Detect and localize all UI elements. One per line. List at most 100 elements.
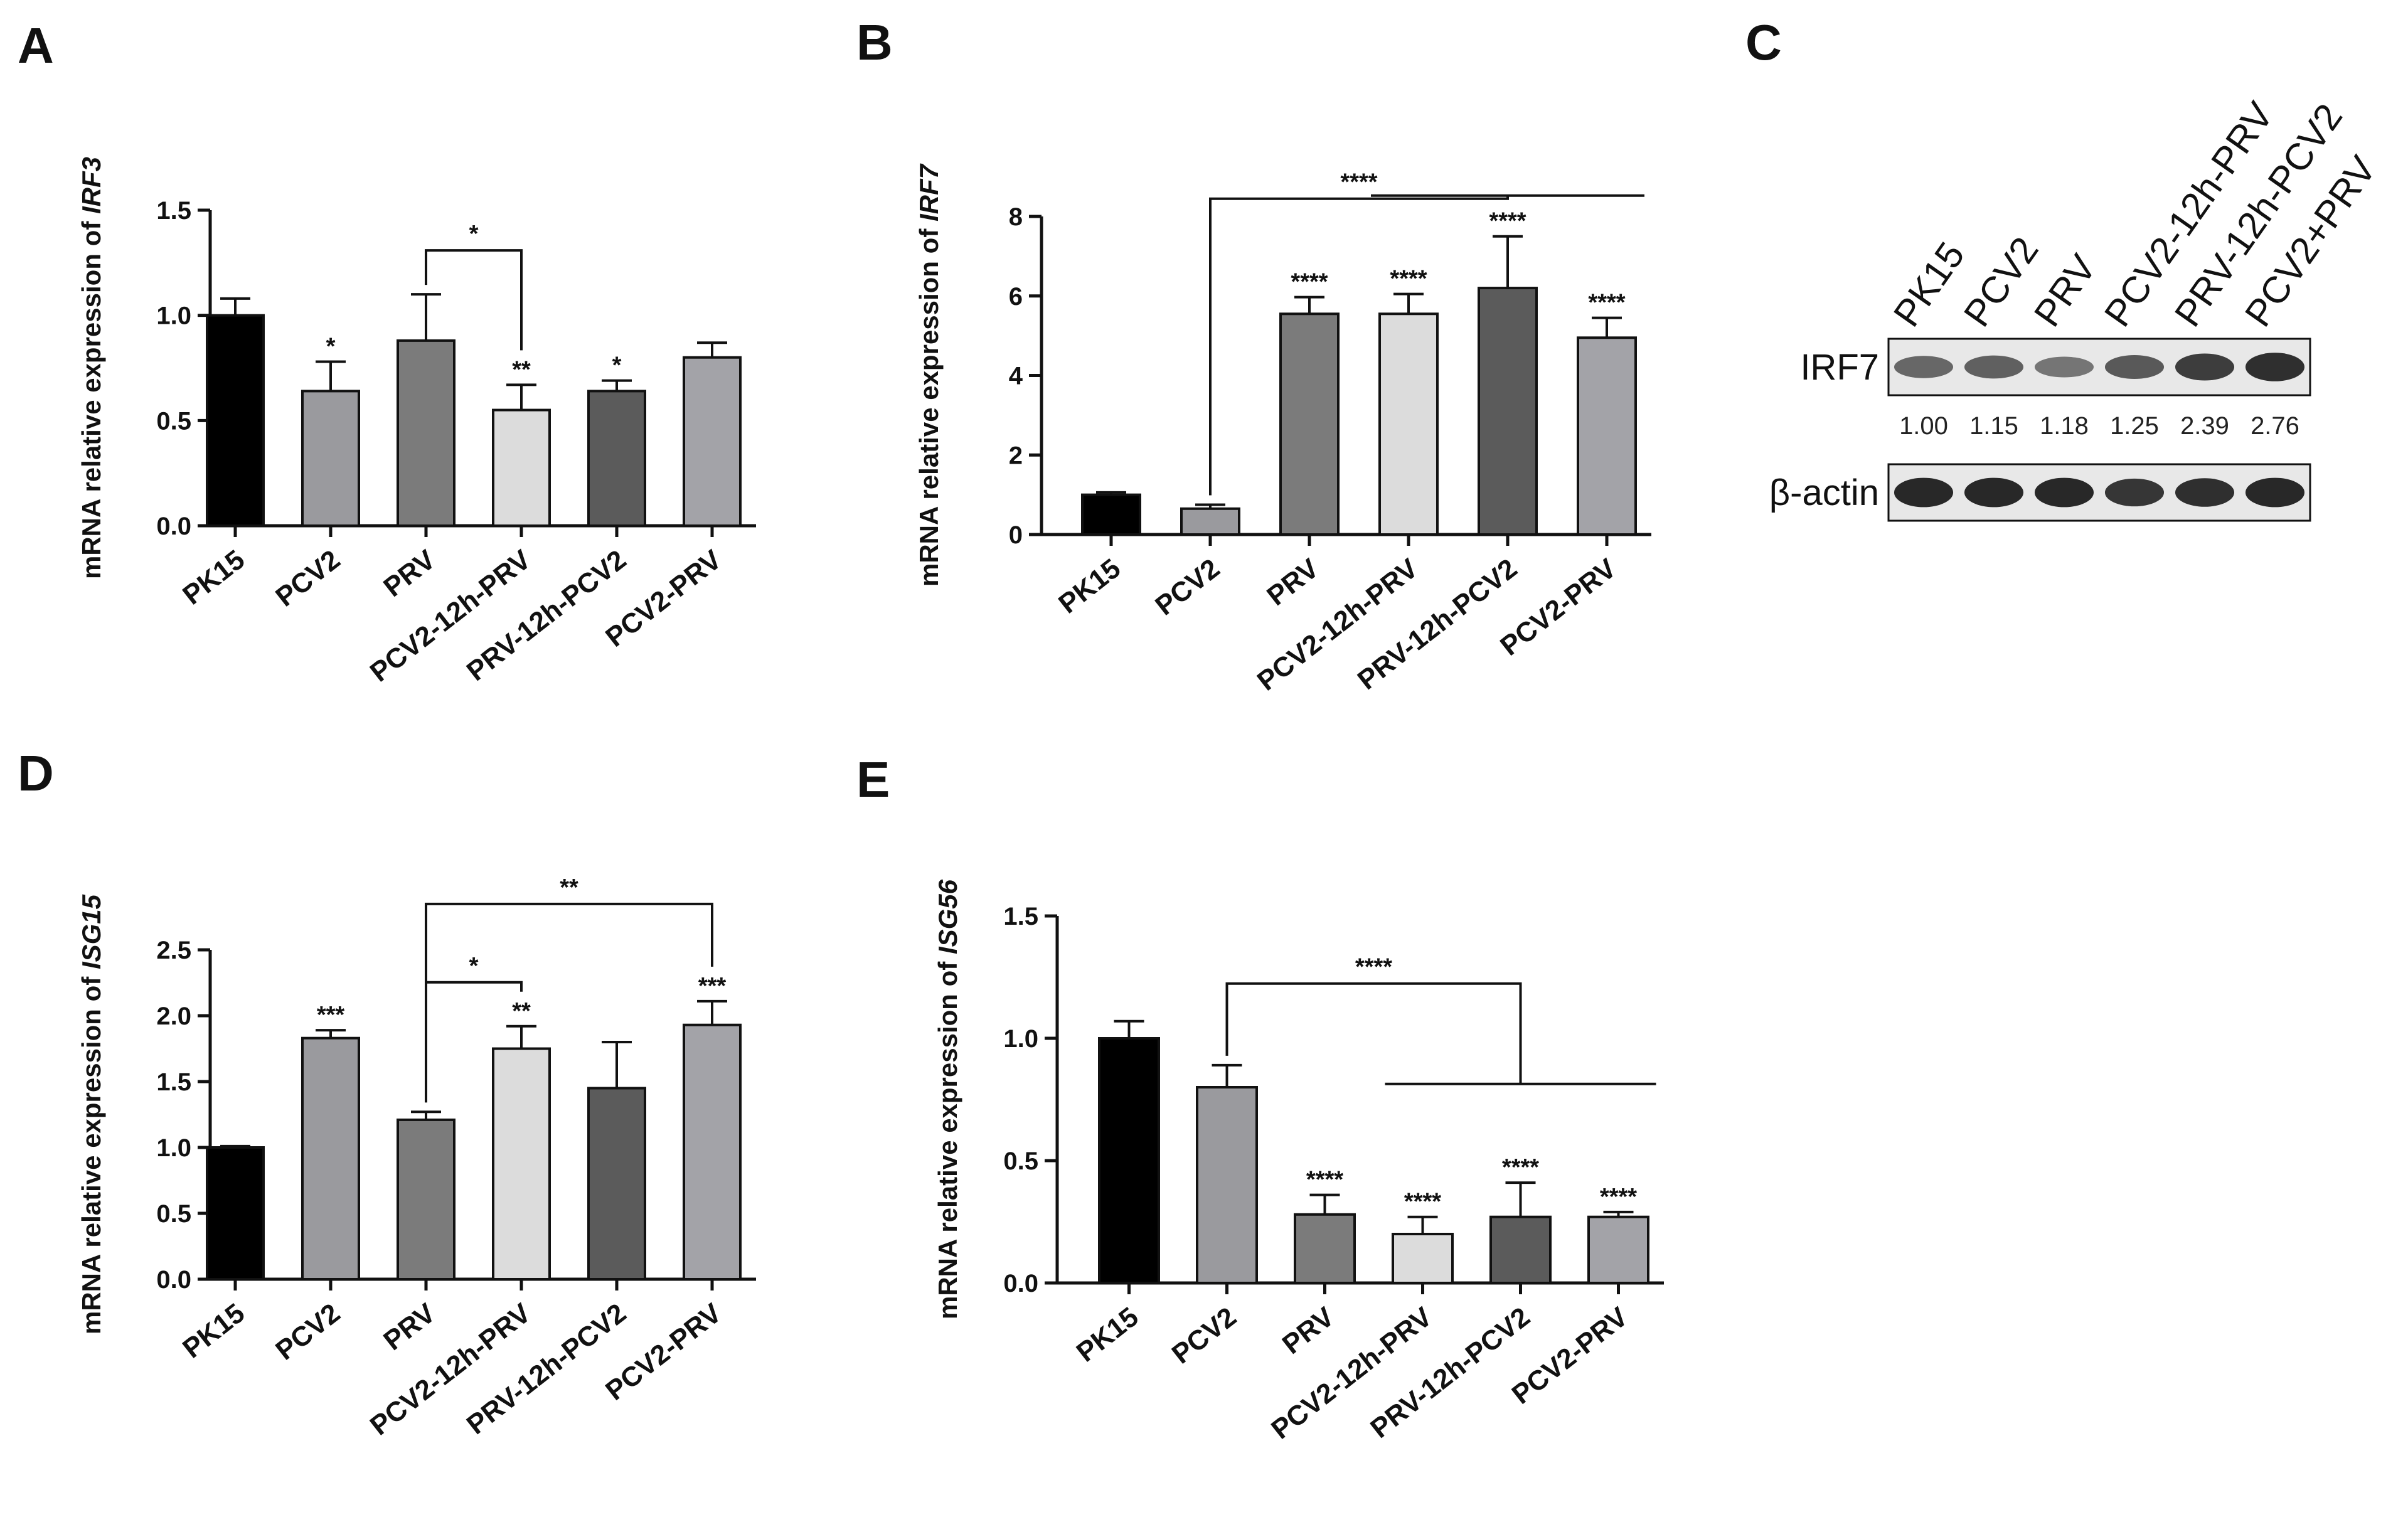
category-label: PK15: [1071, 1301, 1144, 1368]
bar: [397, 1118, 455, 1281]
blot-band: [2245, 353, 2305, 381]
bracket-label: *: [469, 221, 479, 247]
y-tick-label: 0: [1009, 521, 1023, 549]
category-label: PRV: [378, 1297, 441, 1356]
y-axis-label-prefix: mRNA relative expression of: [77, 214, 106, 579]
y-tick-label: 0.0: [156, 513, 191, 540]
category-label: PRV: [378, 544, 441, 603]
bar: [492, 408, 551, 527]
comparison-bracket: [425, 249, 523, 351]
y-axis-label: mRNA relative expression of IRF7: [914, 163, 944, 587]
significance-label: **: [512, 998, 531, 1024]
panel-c-western-blot: CPK15PCV2PRVPCV2-12h-PRVPRV-12h-PCV2PCV2…: [1745, 14, 2384, 522]
y-tick-label: 0.5: [156, 407, 191, 435]
panel-e: E 0.0 0.5 1.0 1.5 mRNA relative expression of…: [856, 752, 1664, 1445]
band-quantification: 1.18: [2040, 412, 2089, 440]
bar: [1081, 493, 1141, 536]
band-quantification: 2.76: [2251, 412, 2299, 440]
blot-band: [1964, 477, 2024, 508]
y-axis-label-gene: ISG56: [933, 879, 962, 954]
significance-label: **: [512, 356, 531, 383]
significance-label: ****: [1489, 208, 1526, 235]
blot-row-label: β-actin: [1769, 472, 1879, 513]
y-axis-label: mRNA relative expression of ISG56: [933, 879, 962, 1319]
bar: [492, 1047, 551, 1280]
bar: [1392, 1233, 1454, 1284]
significance-label: ****: [1588, 290, 1625, 316]
lane-label: PK15: [1885, 235, 1973, 334]
y-axis-label: mRNA relative expression of ISG15: [77, 894, 106, 1334]
bar: [1279, 312, 1340, 536]
y-tick-label: 6: [1009, 283, 1023, 311]
bar: [683, 356, 742, 527]
blot-band: [2245, 477, 2305, 508]
y-tick-label: 1.5: [1003, 903, 1038, 930]
bar: [1489, 1215, 1552, 1284]
panel-letter: B: [856, 14, 893, 70]
bar: [301, 390, 360, 527]
bar: [1098, 1037, 1160, 1284]
category-label: PRV-12h-PCV2: [461, 1297, 632, 1440]
blot-band: [2175, 478, 2235, 507]
bar: [683, 1023, 742, 1280]
category-label: PCV2-12h-PRV: [1265, 1301, 1438, 1445]
y-tick-label: 1.5: [156, 197, 191, 225]
category-label: PK15: [177, 1297, 250, 1364]
significance-label: ****: [1306, 1167, 1343, 1193]
blot-band: [1964, 355, 2024, 379]
blot-band: [2104, 478, 2165, 507]
category-label: PCV2: [1166, 1301, 1242, 1370]
category-label: PCV2: [270, 1297, 346, 1366]
y-tick-label: 8: [1009, 203, 1023, 231]
y-axis-label-prefix: mRNA relative expression of: [914, 221, 944, 587]
bar: [301, 1036, 360, 1280]
blot-band: [1894, 477, 1954, 508]
y-axis-label-prefix: mRNA relative expression of: [77, 969, 106, 1334]
y-tick-label: 2.0: [156, 1003, 191, 1030]
bar: [1196, 1086, 1258, 1284]
significance-label: ****: [1390, 266, 1427, 292]
bracket-label: **: [560, 875, 578, 901]
panel-b: B 0 2 4 6 8 mRNA relative expression of IRF7 PK…: [856, 14, 1651, 697]
blot-membrane: [1887, 463, 2311, 522]
significance-label: ****: [1291, 269, 1328, 295]
significance-label: ****: [1502, 1154, 1539, 1181]
y-tick-label: 0.0: [1003, 1270, 1038, 1297]
blot-band: [2175, 353, 2235, 381]
y-tick-label: 0.0: [156, 1266, 191, 1294]
category-label: PK15: [1053, 553, 1126, 619]
y-axis-label: mRNA relative expression of IRF3: [77, 157, 106, 579]
bar: [1577, 336, 1637, 536]
blot-band: [2034, 477, 2094, 508]
y-tick-label: 2: [1009, 442, 1023, 469]
y-tick-label: 1.5: [156, 1068, 191, 1096]
blot-row-label: IRF7: [1800, 347, 1879, 388]
band-quantification: 1.15: [1969, 412, 2018, 440]
bar: [1378, 312, 1439, 536]
significance-label: ***: [317, 1002, 345, 1028]
bar: [1294, 1213, 1356, 1285]
band-quantification: 2.39: [2180, 412, 2229, 440]
bar: [206, 1146, 265, 1280]
bar: [397, 339, 455, 527]
y-axis-label-gene: ISG15: [77, 894, 106, 969]
y-tick-label: 1.0: [156, 302, 191, 330]
category-label: PRV: [1277, 1301, 1340, 1360]
panel-letter: A: [18, 18, 54, 73]
y-axis-label-gene: IRF3: [77, 157, 106, 214]
bar: [1478, 287, 1538, 536]
band-quantification: 1.00: [1899, 412, 1948, 440]
bar: [587, 1087, 646, 1280]
bracket-label: *: [469, 953, 479, 979]
significance-label: *: [326, 333, 336, 359]
panel-letter: C: [1745, 14, 1782, 70]
blot-membrane: [1887, 338, 2311, 396]
y-tick-label: 4: [1009, 363, 1023, 390]
significance-label: ***: [698, 973, 727, 999]
bracket-label: ****: [1355, 954, 1392, 981]
y-tick-label: 2.5: [156, 937, 191, 964]
y-tick-label: 1.0: [156, 1134, 191, 1162]
category-label: PCV2: [1149, 553, 1225, 621]
y-axis-label-prefix: mRNA relative expression of: [933, 954, 962, 1319]
